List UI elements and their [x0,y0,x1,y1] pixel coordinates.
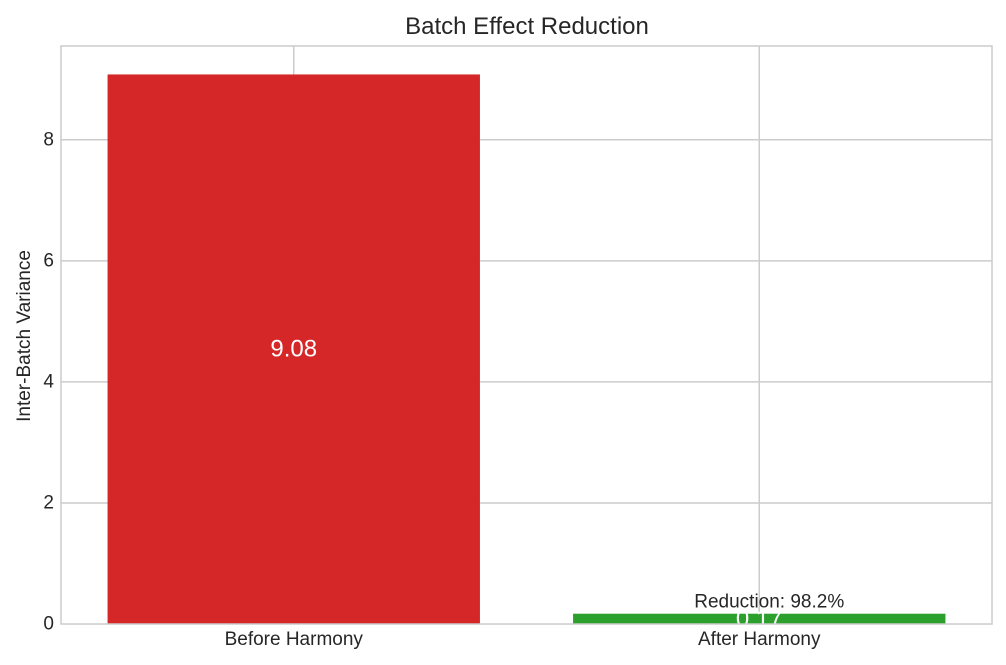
value-labels-layer: 9.08 0.17 [270,336,782,633]
plot-frame [60,45,993,625]
x-tick-label: Before Harmony [225,629,364,650]
bar-value-label: 9.08 [270,336,317,363]
y-tick-label: 2 [43,492,54,513]
bar-after-harmony [573,613,946,624]
y-tick-label: 4 [43,371,54,392]
y-tick-label: 0 [43,614,54,635]
reduction-annotation: Reduction: 98.2% [694,592,844,613]
ticks-layer: 0 2 4 6 8 Before Harmony After Harmony [43,129,821,650]
x-tick-label: After Harmony [698,629,821,650]
bar-value-label: 0.17 [736,605,783,632]
bars-layer [107,74,946,625]
y-tick-label: 8 [43,129,54,150]
y-axis-label: Inter-Batch Variance [14,250,35,422]
y-tick-label: 6 [43,250,54,271]
bar-before-harmony [107,74,480,625]
annotations-layer: Reduction: 98.2% [694,592,844,613]
chart-title: Batch Effect Reduction [405,13,649,40]
